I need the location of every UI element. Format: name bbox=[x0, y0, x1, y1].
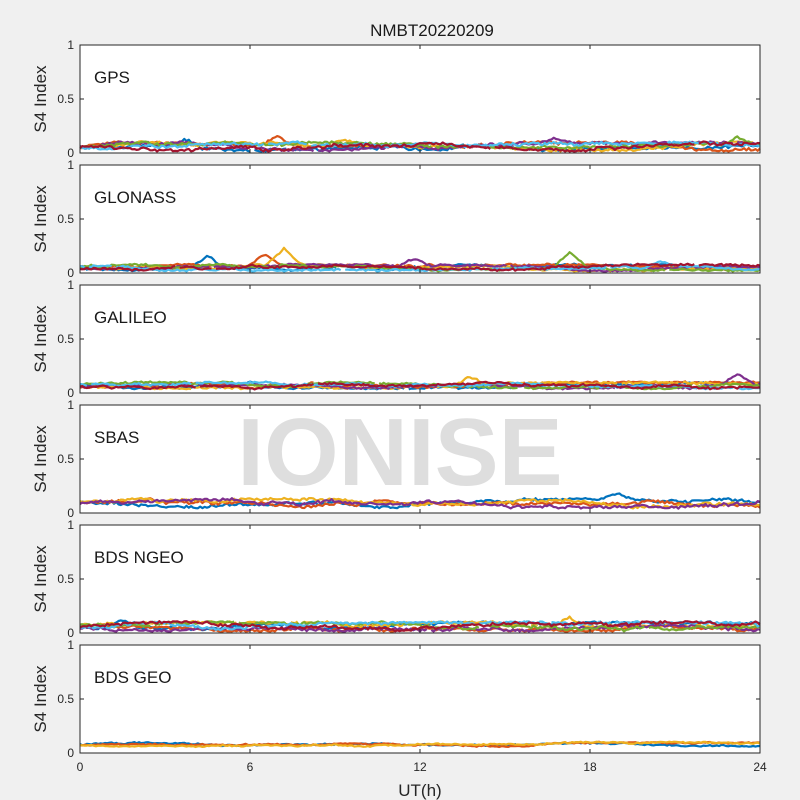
x-tick-label: 6 bbox=[247, 760, 254, 774]
x-tick-label: 0 bbox=[77, 760, 84, 774]
constellation-label: SBAS bbox=[94, 428, 139, 447]
constellation-label: GLONASS bbox=[94, 188, 176, 207]
x-tick-label: 12 bbox=[413, 760, 427, 774]
watermark-text: IONISE bbox=[237, 399, 562, 506]
y-tick-label: 1 bbox=[67, 38, 74, 52]
y-axis-label: S4 Index bbox=[31, 665, 50, 733]
y-tick-label: 0.5 bbox=[57, 692, 74, 706]
y-tick-label: 1 bbox=[67, 518, 74, 532]
constellation-label: BDS GEO bbox=[94, 668, 171, 687]
y-tick-label: 1 bbox=[67, 398, 74, 412]
y-tick-label: 0 bbox=[67, 626, 74, 640]
y-axis-label: S4 Index bbox=[31, 185, 50, 253]
constellation-label: BDS NGEO bbox=[94, 548, 184, 567]
series-trace bbox=[79, 497, 761, 510]
series-trace bbox=[79, 254, 761, 273]
y-tick-label: 0.5 bbox=[57, 92, 74, 106]
y-tick-label: 0 bbox=[67, 746, 74, 760]
y-tick-label: 0.5 bbox=[57, 452, 74, 466]
y-axis-label: S4 Index bbox=[31, 65, 50, 133]
y-tick-label: 0 bbox=[67, 266, 74, 280]
y-tick-label: 0.5 bbox=[57, 332, 74, 346]
constellation-label: GALILEO bbox=[94, 308, 167, 327]
y-tick-label: 0 bbox=[67, 386, 74, 400]
series-trace bbox=[79, 140, 761, 153]
series-trace bbox=[79, 740, 761, 749]
y-axis-label: S4 Index bbox=[31, 425, 50, 493]
y-tick-label: 0.5 bbox=[57, 212, 74, 226]
y-tick-label: 0 bbox=[67, 146, 74, 160]
plot-area bbox=[80, 285, 760, 393]
series-trace bbox=[79, 262, 761, 272]
x-axis-label: UT(h) bbox=[398, 781, 441, 800]
y-tick-label: 0 bbox=[67, 506, 74, 520]
subplot-stack: 0 0.5 1 S4 Index GPS 0 0.5 1 S4 Index GLONASS 0 0.5… bbox=[31, 38, 767, 774]
subplot-sbas: 0 0.5 1 S4 Index SBAS bbox=[31, 398, 761, 520]
subplot-bds-geo: 0 0.5 1 0 6 12 18 24 S4 Index BDS GEO bbox=[31, 638, 767, 774]
plot-area bbox=[80, 165, 760, 273]
series-trace bbox=[79, 380, 761, 391]
subplot-gps: 0 0.5 1 S4 Index GPS bbox=[31, 38, 761, 160]
y-tick-label: 1 bbox=[67, 638, 74, 652]
constellation-label: GPS bbox=[94, 68, 130, 87]
plot-area bbox=[80, 45, 760, 153]
subplot-galileo: 0 0.5 1 S4 Index GALILEO bbox=[31, 278, 761, 400]
series-trace bbox=[79, 140, 761, 151]
plot-area bbox=[80, 525, 760, 633]
plot-area bbox=[80, 645, 760, 753]
plot-area bbox=[80, 405, 760, 513]
y-tick-label: 0.5 bbox=[57, 572, 74, 586]
y-axis-label: S4 Index bbox=[31, 305, 50, 373]
x-tick-label: 24 bbox=[753, 760, 767, 774]
y-tick-label: 1 bbox=[67, 278, 74, 292]
series-trace bbox=[79, 497, 761, 510]
subplot-bds-ngeo: 0 0.5 1 S4 Index BDS NGEO bbox=[31, 518, 761, 640]
series-trace bbox=[79, 620, 761, 633]
y-axis-label: S4 Index bbox=[31, 545, 50, 613]
x-tick-label: 18 bbox=[583, 760, 597, 774]
y-tick-label: 1 bbox=[67, 158, 74, 172]
subplot-glonass: 0 0.5 1 S4 Index GLONASS bbox=[31, 158, 761, 280]
chart-title: NMBT20220209 bbox=[370, 21, 494, 40]
